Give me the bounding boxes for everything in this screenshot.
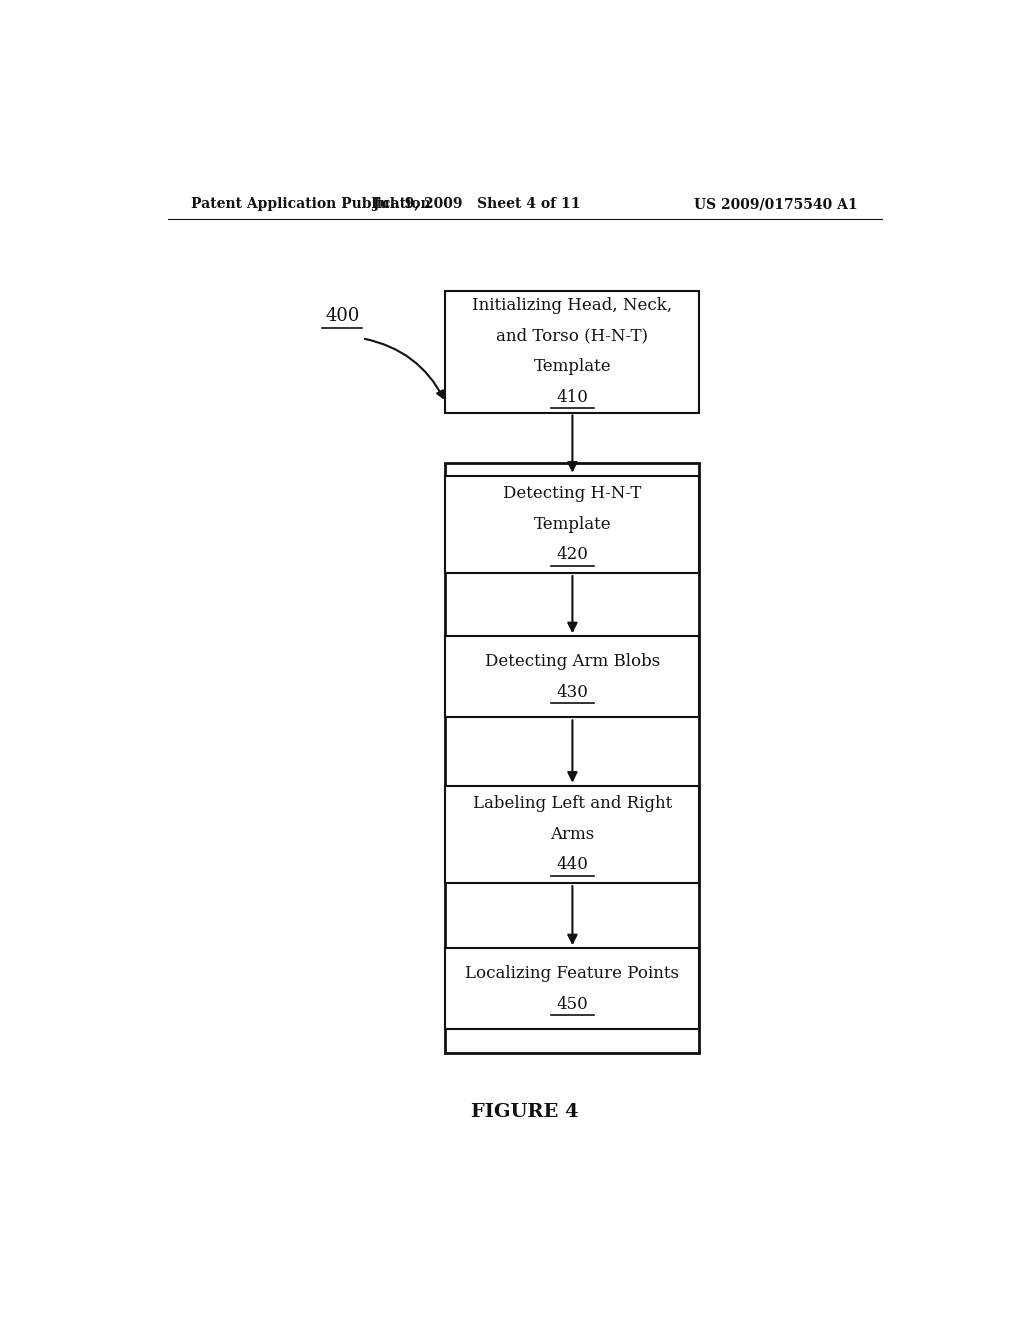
Text: Labeling Left and Right: Labeling Left and Right <box>473 796 672 812</box>
Text: Detecting H-N-T: Detecting H-N-T <box>503 486 642 503</box>
Text: Localizing Feature Points: Localizing Feature Points <box>466 965 679 982</box>
Text: Template: Template <box>534 516 611 533</box>
Bar <box>445 463 699 1053</box>
FancyArrowPatch shape <box>365 339 443 397</box>
Text: 430: 430 <box>556 684 589 701</box>
Bar <box>445 290 699 412</box>
Text: and Torso (H-N-T): and Torso (H-N-T) <box>497 327 648 345</box>
Text: Patent Application Publication: Patent Application Publication <box>191 197 431 211</box>
Text: FIGURE 4: FIGURE 4 <box>471 1102 579 1121</box>
Text: 400: 400 <box>325 308 359 325</box>
Text: 450: 450 <box>556 995 589 1012</box>
Text: Template: Template <box>534 358 611 375</box>
Text: 420: 420 <box>556 546 589 564</box>
Text: Initializing Head, Neck,: Initializing Head, Neck, <box>472 297 673 314</box>
Text: Jul. 9, 2009   Sheet 4 of 11: Jul. 9, 2009 Sheet 4 of 11 <box>374 197 581 211</box>
Bar <box>445 785 699 883</box>
Text: Arms: Arms <box>550 826 595 842</box>
Text: 410: 410 <box>556 389 589 405</box>
Text: 440: 440 <box>556 857 589 874</box>
Bar <box>445 477 699 573</box>
Bar <box>445 636 699 718</box>
Text: US 2009/0175540 A1: US 2009/0175540 A1 <box>694 197 858 211</box>
Bar <box>445 948 699 1030</box>
Text: Detecting Arm Blobs: Detecting Arm Blobs <box>484 653 660 671</box>
